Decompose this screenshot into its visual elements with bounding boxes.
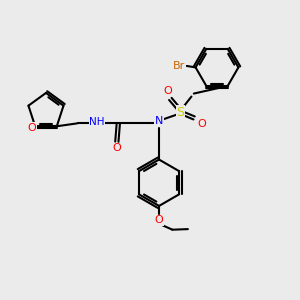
Text: O: O xyxy=(197,119,206,130)
Text: Br: Br xyxy=(173,61,185,71)
Text: O: O xyxy=(155,215,164,225)
Text: O: O xyxy=(112,143,121,153)
Text: N: N xyxy=(155,116,163,126)
Text: NH: NH xyxy=(89,117,105,127)
Text: S: S xyxy=(176,106,184,118)
Text: O: O xyxy=(164,85,172,96)
Text: O: O xyxy=(27,123,36,133)
